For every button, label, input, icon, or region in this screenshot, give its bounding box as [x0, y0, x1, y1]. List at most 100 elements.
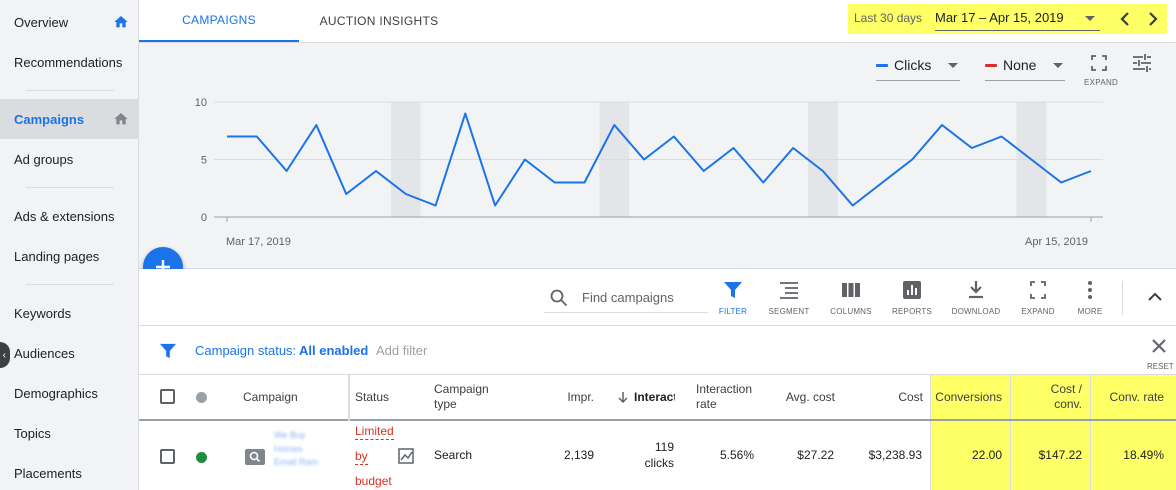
- download-tool-button[interactable]: DOWNLOAD: [946, 279, 1006, 319]
- sidebar-item-keywords[interactable]: Keywords: [0, 293, 139, 333]
- tab-auction-insights[interactable]: AUCTION INSIGHTS: [299, 0, 459, 42]
- clicks-data-point[interactable]: [403, 191, 409, 197]
- clicks-data-point[interactable]: [999, 134, 1005, 140]
- sidebar-item-label: Campaigns: [14, 111, 85, 127]
- clicks-data-point[interactable]: [224, 134, 230, 140]
- clicks-data-point[interactable]: [522, 157, 528, 163]
- clicks-data-point[interactable]: [582, 180, 588, 186]
- chevron-right-icon[interactable]: [1146, 11, 1160, 27]
- clicks-data-point[interactable]: [760, 180, 766, 186]
- sidebar-item-campaigns[interactable]: Campaigns: [0, 99, 139, 139]
- status-cell[interactable]: Limited by budget: [355, 421, 405, 490]
- sidebar-item-topics[interactable]: Topics: [0, 413, 139, 453]
- clicks-data-point[interactable]: [313, 122, 319, 128]
- sidebar-item-label: Topics: [14, 425, 51, 441]
- close-icon[interactable]: [1151, 338, 1167, 354]
- select-all-checkbox[interactable]: [160, 389, 175, 404]
- tool-label: COLUMNS: [830, 307, 872, 316]
- clicks-data-point[interactable]: [254, 134, 260, 140]
- collapse-sidebar-handle[interactable]: ‹: [0, 342, 10, 368]
- clicks-data-point[interactable]: [641, 157, 647, 163]
- chevron-up-icon[interactable]: [1147, 291, 1163, 303]
- clicks-series-line[interactable]: [227, 112, 1092, 207]
- find-campaigns-input[interactable]: Find campaigns: [544, 283, 708, 313]
- sidebar-item-overview[interactable]: Overview: [0, 2, 139, 42]
- clicks-data-point[interactable]: [462, 111, 468, 117]
- col-header-conv-rate[interactable]: Conv. rate: [1090, 375, 1176, 419]
- cell-text: Search: [434, 447, 473, 462]
- clicks-data-point[interactable]: [850, 203, 856, 209]
- primary-metric-select[interactable]: Clicks: [876, 55, 960, 81]
- col-header-campaign[interactable]: Campaign: [243, 375, 343, 419]
- metric-underline: [876, 80, 960, 81]
- clicks-data-point[interactable]: [284, 168, 290, 174]
- col-header-campaign-type[interactable]: Campaign type: [434, 375, 509, 419]
- filter-tool-button[interactable]: FILTER: [703, 279, 763, 319]
- sidebar-item-audiences[interactable]: Audiences: [0, 333, 139, 373]
- sidebar-item-demographics[interactable]: Demographics: [0, 373, 139, 413]
- sidebar-item-ads-extensions[interactable]: Ads & extensions: [0, 196, 139, 236]
- col-header-impr[interactable]: Impr.: [524, 375, 594, 419]
- filter-chip-value[interactable]: All enabled: [299, 343, 369, 358]
- cell-text: $27.22: [797, 447, 834, 462]
- clicks-data-point[interactable]: [969, 145, 975, 151]
- clicks-data-point[interactable]: [1088, 168, 1094, 174]
- campaign-name-link[interactable]: We Buy Homes Email Ram: [274, 430, 319, 467]
- col-header-conversions[interactable]: Conversions: [930, 375, 1010, 419]
- chart-trend-icon[interactable]: [398, 448, 414, 464]
- col-header-cost-per-conv[interactable]: Cost / conv.: [1010, 375, 1090, 419]
- filter-icon: [160, 343, 176, 359]
- clicks-data-point[interactable]: [790, 145, 796, 151]
- table-row[interactable]: Limited by budget Search 2,139 119 click…: [139, 421, 1176, 490]
- clicks-data-point[interactable]: [1058, 180, 1064, 186]
- tune-icon[interactable]: [1132, 54, 1152, 72]
- clicks-data-point[interactable]: [492, 203, 498, 209]
- expand-icon[interactable]: [1091, 55, 1107, 71]
- clicks-data-point[interactable]: [552, 180, 558, 186]
- chevron-left-icon: ‹: [2, 349, 6, 361]
- sidebar-item-recommendations[interactable]: Recommendations: [0, 42, 139, 82]
- more-tool-button[interactable]: MORE: [1060, 279, 1120, 319]
- row-checkbox[interactable]: [160, 449, 175, 464]
- sidebar-item-placements[interactable]: Placements: [0, 453, 139, 490]
- reports-tool-button[interactable]: REPORTS: [882, 279, 942, 319]
- conv-rate-cell: 18.49%: [1090, 421, 1176, 490]
- status-text: budget: [355, 473, 392, 488]
- clicks-data-point[interactable]: [701, 168, 707, 174]
- clicks-line-chart: 10 5 0: [195, 97, 1103, 224]
- clicks-data-point[interactable]: [939, 122, 945, 128]
- clicks-data-point[interactable]: [730, 145, 736, 151]
- date-range-picker[interactable]: Last 30 days Mar 17 – Apr 15, 2019: [848, 4, 1167, 34]
- col-header-interactions[interactable]: Interact: [617, 375, 675, 419]
- tool-label: MORE: [1077, 307, 1103, 316]
- clicks-data-point[interactable]: [611, 122, 617, 128]
- tab-campaigns[interactable]: CAMPAIGNS: [139, 0, 299, 42]
- clicks-data-point[interactable]: [909, 157, 915, 163]
- table-header: Campaign Status Campaign type Impr. Inte…: [139, 375, 1176, 421]
- status-text: Limited: [355, 423, 394, 440]
- expand-tool-button[interactable]: EXPAND: [1008, 279, 1068, 319]
- clicks-data-point[interactable]: [879, 180, 885, 186]
- clicks-data-point[interactable]: [671, 134, 677, 140]
- sidebar-item-ad-groups[interactable]: Ad groups: [0, 139, 139, 179]
- add-filter-link[interactable]: Add filter: [376, 343, 428, 358]
- chevron-left-icon[interactable]: [1118, 11, 1132, 27]
- cell-text: clicks: [644, 455, 674, 470]
- sidebar-item-landing-pages[interactable]: Landing pages: [0, 236, 139, 276]
- columns-tool-button[interactable]: COLUMNS: [821, 279, 881, 319]
- segment-tool-button[interactable]: SEGMENT: [759, 279, 819, 319]
- clicks-data-point[interactable]: [1028, 157, 1034, 163]
- clicks-data-point[interactable]: [820, 168, 826, 174]
- col-header-cost[interactable]: Cost: [843, 375, 923, 419]
- col-header-interaction-rate[interactable]: Interaction rate: [696, 375, 762, 419]
- col-header-status[interactable]: Status: [355, 375, 425, 419]
- secondary-metric-select[interactable]: None: [985, 55, 1065, 81]
- col-header-avg-cost[interactable]: Avg. cost: [763, 375, 835, 419]
- filter-chip-prefix[interactable]: Campaign status:: [195, 343, 297, 358]
- clicks-data-point[interactable]: [343, 191, 349, 197]
- clicks-data-point[interactable]: [433, 203, 439, 209]
- impr-cell: 2,139: [524, 421, 594, 490]
- expand-icon: [1030, 281, 1046, 299]
- clicks-data-point[interactable]: [373, 168, 379, 174]
- col-header-label: Campaign: [243, 389, 298, 404]
